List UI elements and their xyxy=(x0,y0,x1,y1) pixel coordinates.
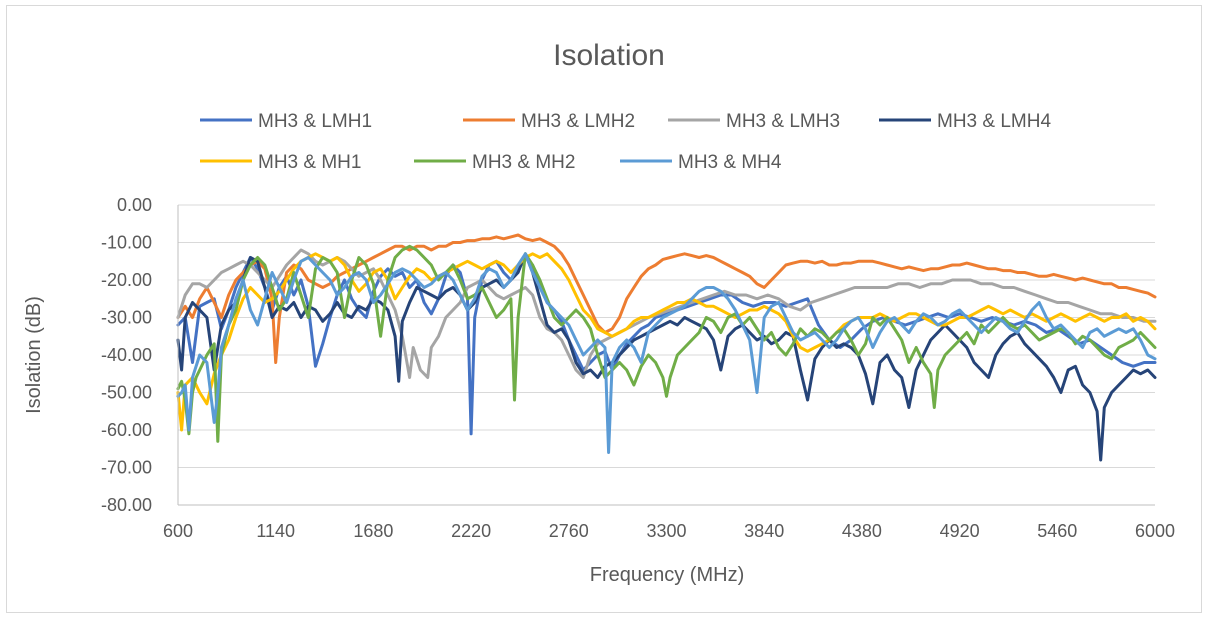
x-tick-label: 6000 xyxy=(1135,521,1175,541)
y-tick-label: 0.00 xyxy=(117,195,152,215)
x-tick-label: 5460 xyxy=(1037,521,1077,541)
x-tick-label: 4380 xyxy=(842,521,882,541)
chart-area xyxy=(6,5,1202,613)
y-tick-labels: 0.00 -10.00 -20.00 -30.00 -40.00 -50.00 -60.00… xyxy=(101,195,152,515)
series-line-1 xyxy=(176,256,1157,436)
y-tick-label: -20.00 xyxy=(101,270,152,290)
y-tick-label: -30.00 xyxy=(101,308,152,328)
y-tick-label: -40.00 xyxy=(101,345,152,365)
y-tick-label: -50.00 xyxy=(101,383,152,403)
legend-label: MH3 & MH1 xyxy=(258,152,361,173)
y-tick-label: -70.00 xyxy=(101,458,152,478)
x-tick-label: 2760 xyxy=(549,521,589,541)
axes xyxy=(177,205,1155,506)
y-tick-label: -10.00 xyxy=(101,233,152,253)
y-tick-label: -60.00 xyxy=(101,420,152,440)
series-line-4 xyxy=(176,252,1157,462)
chart-title: Isolation xyxy=(553,39,665,72)
legend-label: MH3 & LMH3 xyxy=(726,111,840,132)
series-line-6 xyxy=(176,244,1157,443)
series-line-5 xyxy=(176,252,1157,432)
legend-label: MH3 & MH2 xyxy=(472,152,575,173)
series-line-3 xyxy=(176,248,1157,379)
x-tick-label: 600 xyxy=(163,521,193,541)
legend: MH3 & LMH1 MH3 & LMH2 MH3 & LMH3 MH3 & LMH4… xyxy=(200,111,1051,173)
gridlines xyxy=(178,204,1155,506)
x-tick-labels: 600 1140 1680 2220 2760 3300 3840 4380 4920 5460 6… xyxy=(163,521,1175,541)
legend-label: MH3 & LMH1 xyxy=(258,111,372,132)
series-line-2 xyxy=(176,233,1157,364)
x-tick-label: 2220 xyxy=(451,521,491,541)
x-tick-label: 3300 xyxy=(646,521,686,541)
x-tick-label: 1680 xyxy=(353,521,393,541)
legend-label: MH3 & MH4 xyxy=(678,152,782,173)
x-tick-label: 1140 xyxy=(256,521,295,541)
x-tick-label: 3840 xyxy=(744,521,784,541)
series-lines xyxy=(176,233,1157,462)
legend-label: MH3 & LMH2 xyxy=(521,111,635,132)
x-tick-label: 4920 xyxy=(940,521,980,541)
series-line-7 xyxy=(176,252,1157,454)
x-axis-label: Frequency (MHz) xyxy=(590,564,744,586)
y-axis-label: Isolation (dB) xyxy=(23,296,45,414)
y-tick-label: -80.00 xyxy=(101,495,152,515)
legend-label: MH3 & LMH4 xyxy=(937,111,1051,132)
